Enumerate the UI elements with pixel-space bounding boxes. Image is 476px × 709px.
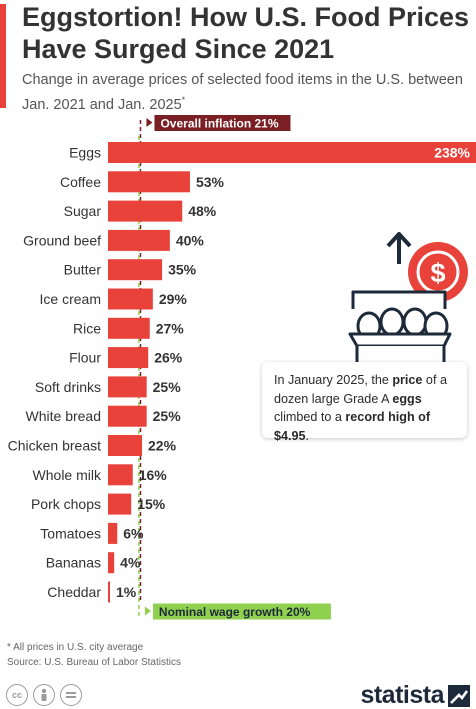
svg-text:$: $ bbox=[430, 258, 445, 288]
value-label: 16% bbox=[139, 467, 168, 483]
callout-emphasis: eggs bbox=[392, 391, 422, 406]
value-label: 6% bbox=[123, 525, 144, 541]
bar-rice bbox=[108, 317, 150, 339]
bar-cheddar bbox=[108, 581, 110, 603]
bar-butter bbox=[108, 259, 163, 281]
bar-ground-beef bbox=[108, 229, 170, 251]
value-label: 238% bbox=[434, 145, 470, 161]
statista-mark-icon bbox=[448, 684, 470, 707]
bar-bananas bbox=[108, 552, 115, 574]
subtitle: Change in average prices of selected foo… bbox=[22, 70, 472, 115]
reference-label-box bbox=[152, 603, 331, 620]
bar-soft-drinks bbox=[108, 376, 147, 398]
license-icons: cc bbox=[6, 684, 82, 706]
category-label: Flour bbox=[69, 350, 101, 366]
dollar-coin-icon: $ bbox=[408, 242, 468, 302]
category-label: Ground beef bbox=[23, 232, 101, 248]
callout-text-part: of a dozen large Grade A bbox=[274, 373, 447, 406]
category-label: Rice bbox=[73, 320, 101, 336]
bar-white-bread bbox=[108, 405, 147, 427]
up-arrow-icon bbox=[386, 232, 412, 264]
bar-pork-chops bbox=[108, 493, 132, 515]
value-label: 35% bbox=[168, 262, 197, 278]
subtitle-footnote-mark: * bbox=[181, 95, 186, 105]
bar-coffee bbox=[108, 171, 190, 193]
category-label: Eggs bbox=[69, 145, 101, 161]
reference-label-box bbox=[154, 115, 291, 131]
value-label: 27% bbox=[156, 320, 185, 336]
category-label: Tomatoes bbox=[40, 525, 101, 541]
category-label: Sugar bbox=[64, 203, 102, 219]
value-label: 25% bbox=[153, 408, 182, 424]
title-accent-bar bbox=[0, 4, 6, 108]
category-label: Soft drinks bbox=[35, 379, 101, 395]
egg-carton-icon bbox=[348, 290, 452, 368]
reference-pointer bbox=[146, 118, 153, 127]
bar-chicken-breast bbox=[108, 435, 143, 456]
source-note: Source: U.S. Bureau of Labor Statistics bbox=[7, 657, 181, 668]
reference-label: Overall inflation 21% bbox=[160, 117, 278, 131]
category-label: White bread bbox=[26, 408, 101, 424]
bar-flour bbox=[108, 347, 149, 369]
bar-ice-cream bbox=[108, 288, 153, 310]
callout-emphasis: price bbox=[392, 373, 423, 387]
bar-tomatoes bbox=[108, 522, 118, 544]
category-label: Cheddar bbox=[47, 584, 101, 600]
subtitle-text: Change in average prices of selected foo… bbox=[22, 72, 463, 113]
page-title: Eggstortion! How U.S. Food Prices Have S… bbox=[22, 2, 470, 64]
callout-emphasis: record high of $4.95 bbox=[274, 410, 431, 443]
category-label: Ice cream bbox=[40, 291, 101, 307]
bar-sugar bbox=[108, 200, 183, 222]
category-label: Chicken breast bbox=[8, 438, 101, 454]
callout-text-part: climbed to a bbox=[274, 410, 346, 424]
value-label: 40% bbox=[176, 232, 205, 248]
footnote: * All prices in U.S. city average bbox=[7, 642, 144, 653]
value-label: 22% bbox=[148, 438, 177, 454]
value-label: 15% bbox=[137, 496, 166, 512]
bar-eggs bbox=[108, 142, 476, 163]
cc-icon[interactable]: cc bbox=[6, 684, 28, 706]
category-label: Coffee bbox=[60, 174, 101, 190]
value-label: 1% bbox=[116, 584, 137, 600]
value-label: 29% bbox=[159, 291, 188, 307]
value-label: 48% bbox=[188, 203, 217, 219]
category-label: Bananas bbox=[46, 555, 101, 571]
value-label: 4% bbox=[120, 555, 141, 571]
value-label: 53% bbox=[196, 174, 225, 190]
reference-pointer bbox=[144, 606, 151, 616]
brand-name: statista bbox=[360, 681, 444, 709]
callout-text-part: . bbox=[305, 428, 310, 443]
value-label: 25% bbox=[153, 379, 182, 395]
egg-price-illustration: $ bbox=[348, 232, 468, 368]
reference-label: Nominal wage growth 20% bbox=[159, 605, 311, 619]
value-label: 26% bbox=[154, 350, 183, 366]
statista-logo[interactable]: statista bbox=[360, 681, 470, 709]
bar-chart: Overall inflation 21% Nominal wage growth… bbox=[8, 115, 476, 620]
egg-price-callout: In January 2025, the price of a dozen la… bbox=[262, 362, 467, 443]
category-label: Pork chops bbox=[31, 496, 101, 512]
callout-text-part: In January 2025, the bbox=[274, 373, 393, 387]
bar-whole-milk bbox=[108, 464, 133, 486]
category-label: Whole milk bbox=[33, 467, 102, 483]
category-label: Butter bbox=[64, 262, 102, 278]
no-derivatives-icon[interactable] bbox=[60, 684, 82, 706]
attribution-icon[interactable] bbox=[33, 684, 55, 706]
